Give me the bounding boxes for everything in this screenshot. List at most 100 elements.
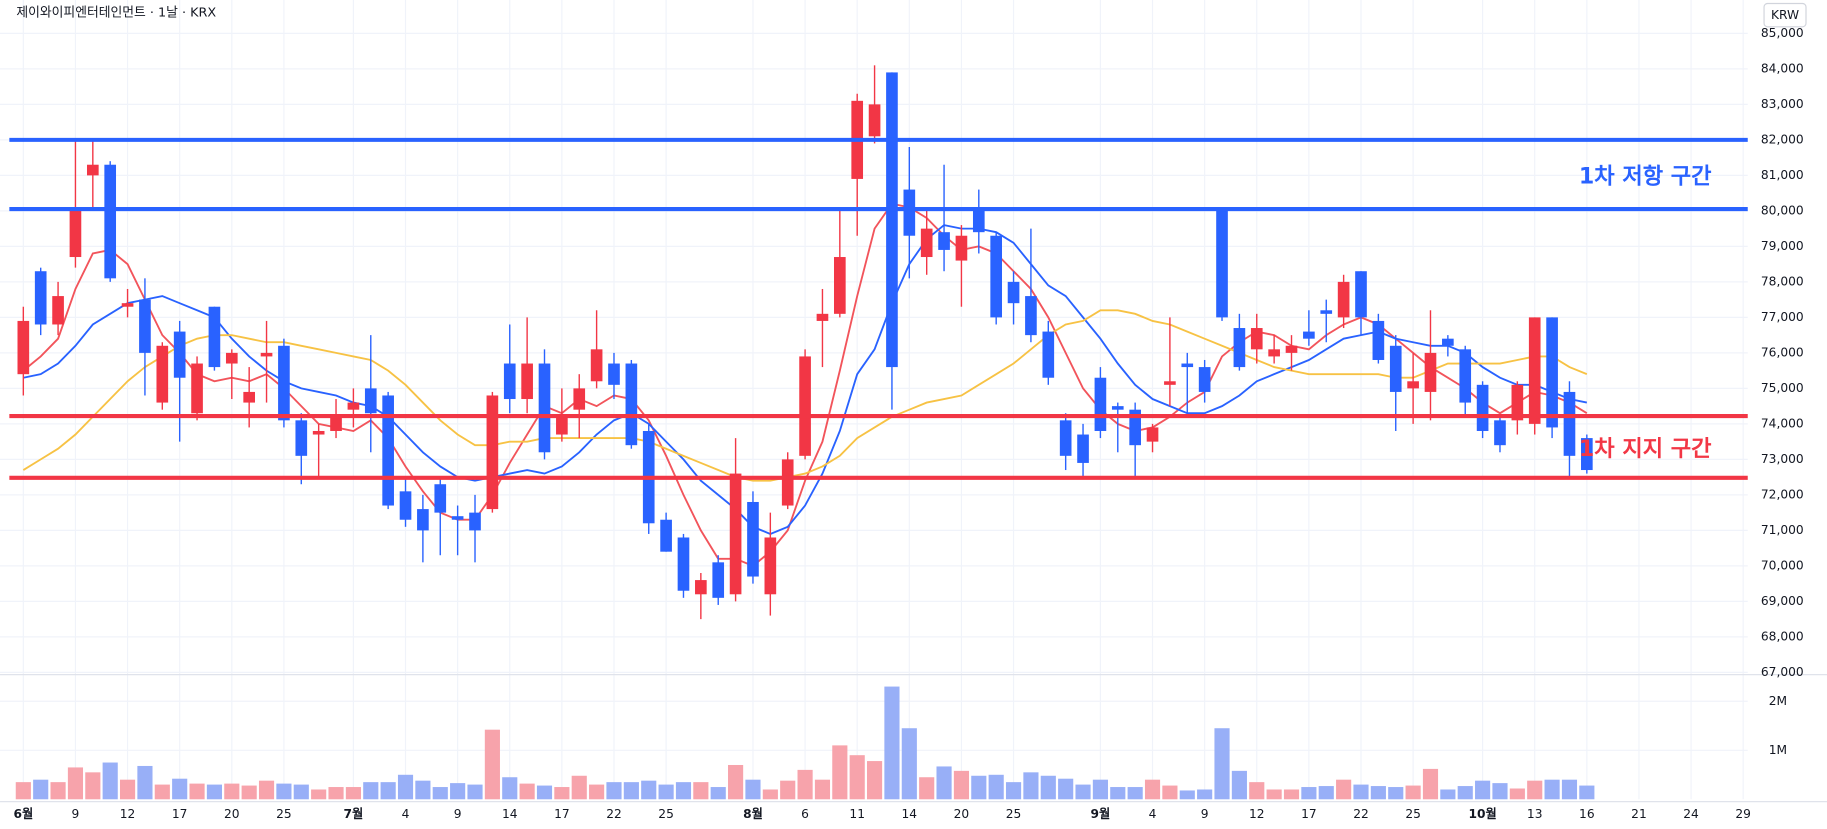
volume-bar bbox=[1561, 779, 1578, 800]
x-tick-label: 25 bbox=[1405, 807, 1421, 821]
volume-bar bbox=[1492, 783, 1508, 800]
x-tick-label: 9 bbox=[454, 807, 462, 821]
volume-bar bbox=[1092, 779, 1108, 800]
volume-bar bbox=[641, 780, 657, 800]
candle-body bbox=[955, 235, 968, 261]
candle-body bbox=[52, 296, 64, 325]
volume-bar bbox=[589, 784, 605, 800]
x-tick-label: 22 bbox=[606, 807, 622, 821]
candle-body bbox=[121, 303, 134, 307]
volume-bar bbox=[345, 787, 361, 800]
candle-body bbox=[1546, 317, 1558, 428]
candle-body bbox=[1094, 377, 1107, 431]
x-tick-label: 20 bbox=[224, 807, 240, 821]
volume-bar bbox=[1127, 787, 1143, 800]
volume-bar bbox=[1336, 779, 1352, 800]
candle-body bbox=[834, 257, 846, 314]
annotation: 1차 저항 구간 bbox=[1579, 163, 1712, 189]
y-tick-label: 74,000 bbox=[1761, 416, 1804, 430]
currency-label[interactable]: KRW bbox=[1771, 8, 1799, 22]
volume-bar bbox=[293, 784, 309, 800]
volume-bar bbox=[363, 782, 379, 800]
candle-body bbox=[1563, 391, 1576, 456]
candle-body bbox=[1059, 420, 1072, 456]
x-tick-label: 11 bbox=[849, 807, 865, 821]
candle-body bbox=[920, 228, 933, 258]
candle-body bbox=[677, 537, 690, 591]
y-tick-label: 82,000 bbox=[1761, 132, 1804, 146]
volume-bar bbox=[189, 783, 205, 800]
candle-body bbox=[278, 345, 290, 421]
volume-bar bbox=[1231, 770, 1247, 800]
volume-bar bbox=[1023, 772, 1039, 800]
volume-bar bbox=[415, 780, 431, 800]
volume-bar bbox=[206, 784, 222, 800]
candle-body bbox=[1511, 384, 1524, 421]
x-tick-label: 24 bbox=[1683, 807, 1699, 821]
candles bbox=[17, 65, 1593, 620]
x-tick-label: 9 bbox=[1201, 807, 1209, 821]
volume-bar bbox=[554, 787, 570, 800]
y-tick-label: 67,000 bbox=[1761, 665, 1804, 679]
volume-bar bbox=[328, 787, 344, 800]
x-tick-label: 4 bbox=[402, 807, 410, 821]
candle-body bbox=[86, 164, 99, 176]
candle-body bbox=[1494, 420, 1506, 446]
candle-body bbox=[225, 352, 238, 364]
x-tick-label: 4 bbox=[1149, 807, 1157, 821]
candle-body bbox=[1146, 427, 1159, 442]
x-tick-label: 25 bbox=[276, 807, 292, 821]
candle-body bbox=[469, 512, 481, 531]
x-tick-label: 21 bbox=[1631, 807, 1647, 821]
candle-body bbox=[1355, 271, 1367, 318]
x-tick-label: 9월 bbox=[1091, 806, 1111, 821]
candle-body bbox=[608, 363, 620, 385]
volume-tick-label: 2M bbox=[1769, 694, 1787, 708]
x-tick-label: 17 bbox=[554, 807, 570, 821]
candle-body bbox=[1007, 281, 1020, 304]
candle-body bbox=[695, 580, 707, 595]
y-tick-label: 69,000 bbox=[1761, 594, 1804, 608]
candle-body bbox=[1459, 349, 1472, 403]
volume-bar bbox=[1040, 775, 1056, 800]
currency-box[interactable] bbox=[1763, 2, 1807, 28]
volume-bar bbox=[224, 783, 240, 800]
x-tick-label: 10월 bbox=[1468, 806, 1496, 821]
candle-body bbox=[243, 391, 255, 403]
volume-tick-label: 1M bbox=[1769, 743, 1787, 757]
candle-body bbox=[1389, 345, 1402, 392]
candle-body bbox=[1216, 210, 1228, 318]
y-tick-label: 78,000 bbox=[1761, 274, 1804, 288]
volume-bar bbox=[1179, 790, 1195, 800]
candle-body bbox=[868, 104, 881, 137]
candle-body bbox=[556, 416, 568, 435]
candle-body bbox=[1077, 434, 1089, 463]
candle-body bbox=[1424, 352, 1437, 392]
candle-body bbox=[486, 395, 499, 510]
x-tick-label: 17 bbox=[1301, 807, 1317, 821]
volume-bar bbox=[276, 783, 292, 800]
y-tick-label: 73,000 bbox=[1761, 452, 1804, 466]
volume-bar bbox=[1162, 785, 1178, 800]
candle-body bbox=[625, 363, 638, 446]
volume-bar bbox=[397, 774, 414, 800]
candle-body bbox=[1198, 367, 1211, 392]
y-tick-label: 76,000 bbox=[1761, 345, 1804, 359]
candle-body bbox=[156, 345, 169, 403]
candle-body bbox=[1581, 438, 1593, 471]
candle-body bbox=[1372, 320, 1385, 360]
volume-bar bbox=[258, 780, 275, 800]
y-tick-label: 77,000 bbox=[1761, 310, 1804, 324]
volume-bar bbox=[693, 782, 709, 800]
volume-bar bbox=[172, 778, 188, 800]
volume-bar bbox=[745, 779, 761, 800]
x-tick-label: 9 bbox=[72, 807, 80, 821]
candle-body bbox=[260, 352, 273, 357]
y-tick-label: 84,000 bbox=[1761, 61, 1804, 75]
volume-bar bbox=[33, 779, 49, 800]
volume-bar bbox=[536, 785, 553, 800]
x-tick-label: 8월 bbox=[743, 806, 763, 821]
candle-body bbox=[1303, 331, 1315, 339]
volume-bar bbox=[450, 783, 466, 800]
